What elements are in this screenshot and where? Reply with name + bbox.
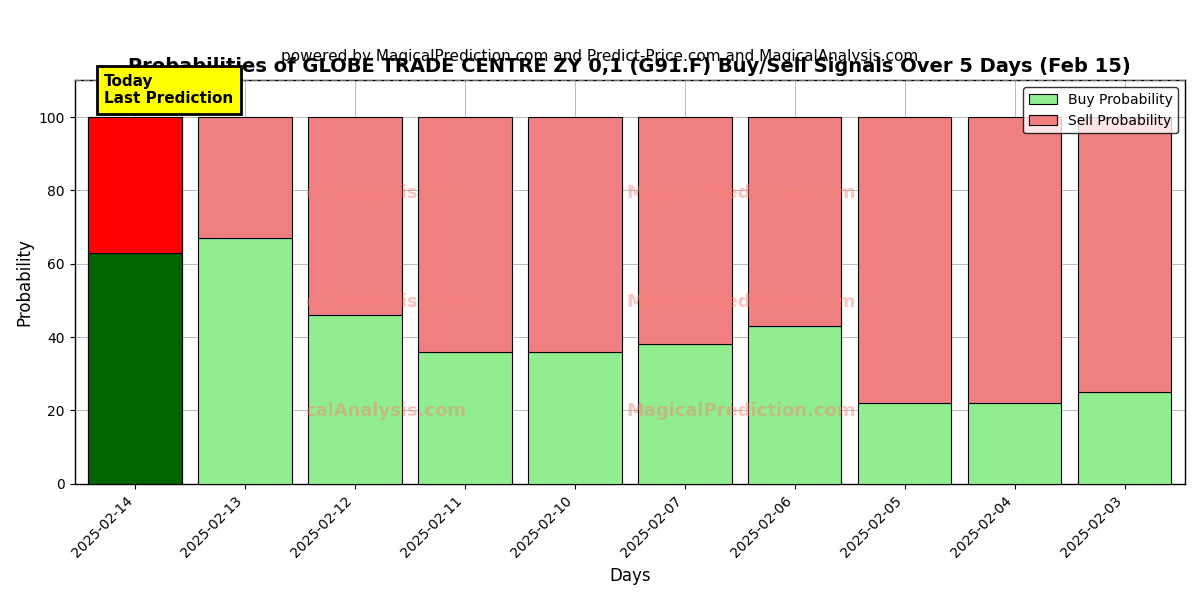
Text: calAnalysis.com: calAnalysis.com [305, 184, 466, 202]
Bar [308, 315, 402, 484]
Bar [528, 117, 622, 352]
Bar [748, 117, 841, 326]
Title: Probabilities of GLOBE TRADE CENTRE ZY 0,1 (G91.F) Buy/Sell Signals Over 5 Days : Probabilities of GLOBE TRADE CENTRE ZY 0… [128, 57, 1132, 76]
X-axis label: Days: Days [610, 567, 650, 585]
Bar [308, 117, 402, 315]
Legend: Buy Probability, Sell Probability: Buy Probability, Sell Probability [1024, 87, 1178, 133]
Bar [89, 117, 182, 253]
Bar [198, 238, 292, 484]
Bar [198, 117, 292, 238]
Bar [89, 117, 182, 253]
Bar [968, 403, 1061, 484]
Text: MagicalPrediction.com: MagicalPrediction.com [626, 402, 856, 420]
Bar [748, 326, 841, 484]
Bar [1078, 392, 1171, 484]
Text: MagicalPrediction.com: MagicalPrediction.com [626, 184, 856, 202]
Bar [89, 253, 182, 484]
Text: calAnalysis.com: calAnalysis.com [305, 402, 466, 420]
Bar [638, 117, 732, 344]
Bar [1078, 117, 1171, 392]
Bar [968, 117, 1061, 403]
Text: powered by MagicalPrediction.com and Predict-Price.com and MagicalAnalysis.com: powered by MagicalPrediction.com and Pre… [281, 49, 919, 64]
Bar [419, 352, 511, 484]
Y-axis label: Probability: Probability [16, 238, 34, 326]
Bar [858, 117, 952, 403]
Bar [89, 253, 182, 484]
Bar [528, 352, 622, 484]
Text: MagicalPrediction.com: MagicalPrediction.com [626, 293, 856, 311]
Bar [419, 117, 511, 352]
Text: Today
Last Prediction: Today Last Prediction [104, 74, 234, 106]
Bar [638, 344, 732, 484]
Text: calAnalysis.com: calAnalysis.com [305, 293, 466, 311]
Bar [858, 403, 952, 484]
